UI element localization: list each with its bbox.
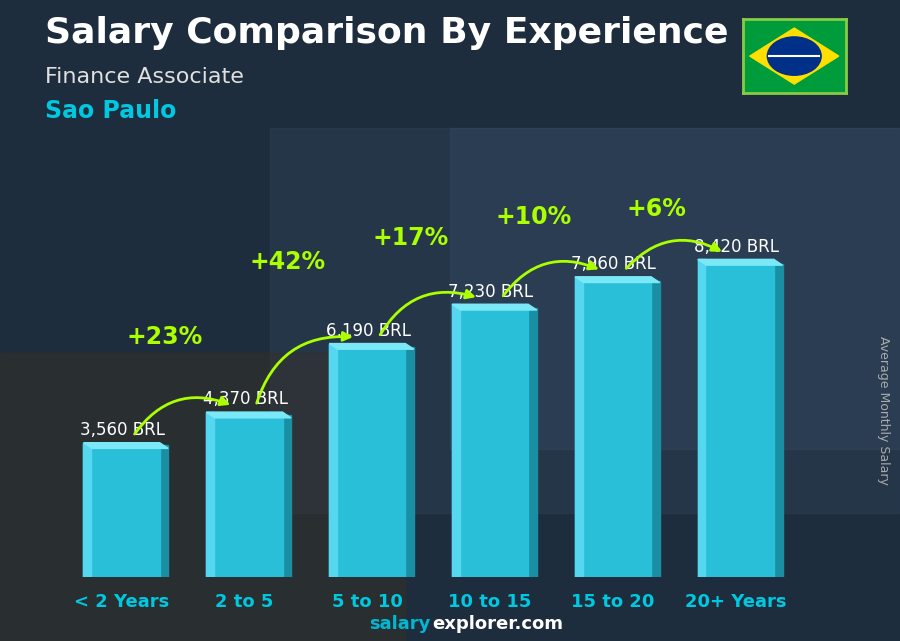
Bar <box>329 344 337 577</box>
Text: explorer.com: explorer.com <box>432 615 563 633</box>
Bar <box>206 412 214 577</box>
Text: +23%: +23% <box>126 324 202 349</box>
Bar <box>206 412 283 577</box>
Bar <box>405 347 414 577</box>
Bar <box>329 344 405 577</box>
Bar <box>698 260 706 577</box>
Text: Salary Comparison By Experience: Salary Comparison By Experience <box>45 16 728 50</box>
Bar <box>575 277 582 577</box>
Bar <box>452 304 460 577</box>
Bar <box>452 304 528 577</box>
Polygon shape <box>698 260 782 265</box>
Text: +17%: +17% <box>373 226 448 251</box>
Text: 3,560 BRL: 3,560 BRL <box>80 421 165 439</box>
Text: 7,230 BRL: 7,230 BRL <box>448 283 534 301</box>
Text: Finance Associate: Finance Associate <box>45 67 244 87</box>
Bar <box>698 260 774 577</box>
Bar <box>270 128 900 513</box>
Bar <box>450 128 900 449</box>
Polygon shape <box>452 304 536 310</box>
Text: salary: salary <box>369 615 430 633</box>
Text: Average Monthly Salary: Average Monthly Salary <box>878 336 890 485</box>
Bar <box>0 353 405 641</box>
Text: 6,190 BRL: 6,190 BRL <box>326 322 410 340</box>
Text: +42%: +42% <box>249 250 326 274</box>
Polygon shape <box>329 344 414 349</box>
Polygon shape <box>206 412 291 418</box>
Text: 8,420 BRL: 8,420 BRL <box>694 238 779 256</box>
Text: 7,960 BRL: 7,960 BRL <box>572 255 656 273</box>
Circle shape <box>768 37 821 75</box>
Polygon shape <box>84 443 168 449</box>
Bar <box>84 443 91 577</box>
Bar <box>575 277 651 577</box>
Text: Sao Paulo: Sao Paulo <box>45 99 176 123</box>
Text: +6%: +6% <box>626 197 686 221</box>
Bar <box>84 443 159 577</box>
Polygon shape <box>750 28 839 84</box>
Bar <box>283 415 291 577</box>
Bar <box>528 308 536 577</box>
Text: 4,370 BRL: 4,370 BRL <box>202 390 288 408</box>
Text: +10%: +10% <box>495 205 572 229</box>
Bar <box>159 445 168 577</box>
Bar <box>651 281 660 577</box>
Bar <box>774 264 782 577</box>
Polygon shape <box>575 277 660 283</box>
